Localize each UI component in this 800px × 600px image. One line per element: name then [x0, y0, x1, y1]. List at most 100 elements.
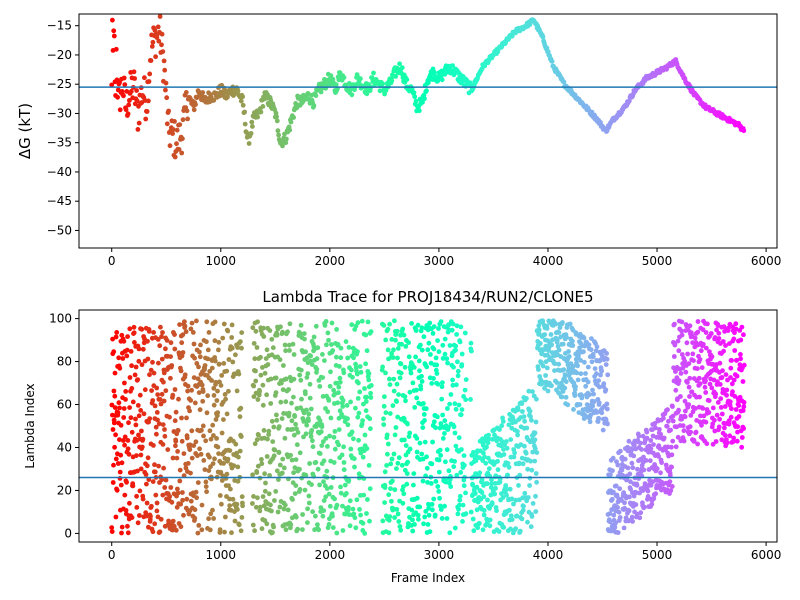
- lambda-point: [676, 348, 682, 354]
- lambda-point: [687, 394, 692, 399]
- lambda-point: [131, 324, 137, 330]
- x-tick-label: 3000: [424, 254, 455, 268]
- lambda-point: [477, 470, 483, 476]
- lambda-point: [206, 468, 212, 473]
- lambda-point: [215, 388, 220, 394]
- lambda-point: [118, 482, 124, 488]
- lambda-point: [679, 328, 684, 334]
- lambda-point: [628, 479, 633, 485]
- lambda-point: [143, 472, 149, 477]
- lambda-point: [252, 356, 258, 362]
- lambda-point: [348, 399, 353, 405]
- lambda-point: [439, 516, 445, 521]
- delta-g-point: [255, 114, 260, 120]
- lambda-point: [155, 337, 161, 342]
- lambda-point: [453, 406, 459, 412]
- x-tick-label: 0: [108, 254, 116, 268]
- lambda-point: [267, 473, 272, 478]
- lambda-point: [168, 354, 174, 359]
- lambda-point: [421, 412, 427, 417]
- lambda-point: [424, 465, 430, 471]
- lambda-point: [555, 344, 561, 349]
- lambda-point: [570, 343, 576, 348]
- lambda-point: [682, 358, 688, 364]
- lambda-point: [639, 447, 644, 452]
- lambda-point: [731, 435, 736, 441]
- lambda-point: [570, 338, 575, 344]
- lambda-point: [525, 466, 531, 472]
- lambda-point: [159, 391, 165, 397]
- lambda-point: [673, 387, 679, 393]
- lambda-point: [729, 381, 735, 387]
- lambda-point: [364, 348, 370, 354]
- lambda-point: [236, 454, 241, 460]
- lambda-point: [516, 483, 521, 488]
- lambda-point: [417, 440, 423, 446]
- delta-g-point: [240, 102, 246, 108]
- lambda-point: [150, 529, 156, 535]
- lambda-point: [314, 366, 320, 372]
- lambda-point: [394, 328, 400, 334]
- lambda-point: [208, 436, 214, 442]
- delta-g-point: [191, 107, 197, 113]
- lambda-point: [161, 465, 167, 471]
- lambda-point: [690, 409, 696, 415]
- lambda-point: [703, 330, 709, 335]
- lambda-point: [399, 462, 405, 468]
- delta-g-point: [411, 90, 417, 96]
- lambda-point: [578, 371, 584, 377]
- lambda-point: [221, 321, 227, 327]
- delta-g-point: [128, 89, 134, 94]
- delta-g-point: [180, 117, 186, 123]
- delta-g-point: [110, 17, 115, 23]
- lambda-point: [250, 501, 255, 506]
- lambda-point: [669, 452, 675, 458]
- lambda-point: [119, 524, 125, 530]
- lambda-point: [181, 451, 187, 456]
- lambda-point: [521, 414, 527, 419]
- lambda-point: [127, 375, 133, 380]
- lambda-point: [259, 526, 265, 532]
- lambda-point: [170, 392, 176, 398]
- lambda-point: [336, 384, 342, 390]
- lambda-point: [647, 458, 653, 464]
- lambda-point: [387, 376, 392, 382]
- lambda-point: [182, 319, 187, 325]
- lambda-point: [739, 435, 745, 440]
- lambda-point: [182, 323, 188, 329]
- lambda-point: [648, 446, 654, 452]
- lambda-point: [588, 347, 594, 353]
- lambda-point: [474, 507, 480, 513]
- lambda-point: [533, 493, 538, 499]
- lambda-point: [427, 529, 433, 534]
- lambda-point: [184, 435, 190, 441]
- lambda-point: [258, 372, 264, 378]
- lambda-point: [160, 330, 165, 335]
- lambda-point: [392, 432, 398, 438]
- lambda-point: [291, 376, 297, 382]
- lambda-point: [273, 489, 279, 494]
- delta-g-point: [288, 119, 294, 125]
- lambda-point: [393, 425, 399, 430]
- lambda-point: [627, 471, 633, 477]
- delta-g-point: [131, 69, 137, 75]
- lambda-point: [733, 326, 739, 332]
- lambda-point: [255, 319, 260, 325]
- lambda-point: [735, 424, 741, 430]
- delta-g-point: [172, 154, 178, 160]
- lambda-point: [741, 404, 747, 410]
- lambda-point: [421, 401, 426, 406]
- lambda-point: [706, 410, 712, 415]
- lambda-point: [529, 417, 534, 423]
- lambda-point: [353, 525, 359, 531]
- lambda-point: [687, 424, 693, 430]
- lambda-point: [185, 461, 191, 466]
- lambda-point: [651, 442, 656, 447]
- lambda-point: [203, 479, 209, 485]
- lambda-point: [703, 378, 708, 384]
- lambda-point: [587, 419, 593, 425]
- lambda-point: [525, 519, 530, 525]
- lambda-point: [203, 438, 209, 444]
- lambda-point: [207, 428, 213, 434]
- lambda-point: [224, 368, 230, 374]
